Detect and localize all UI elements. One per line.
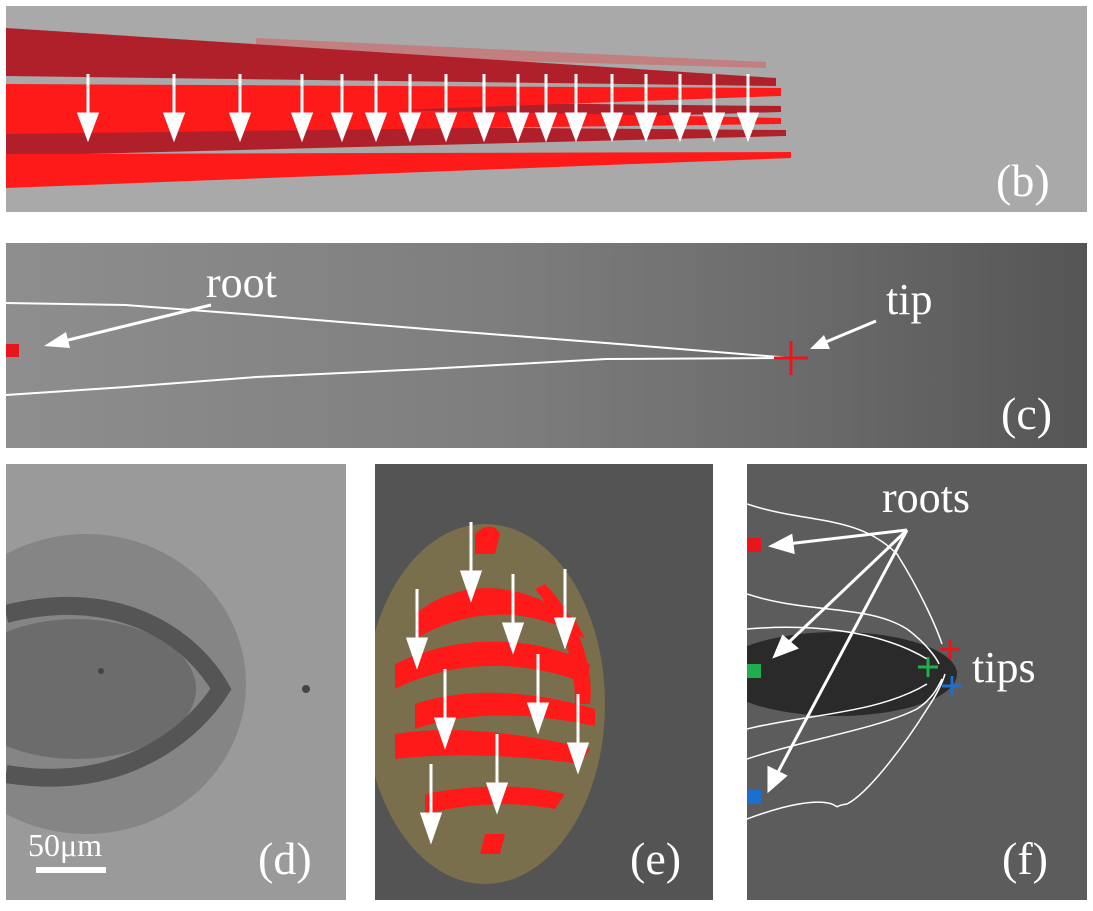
tip-arrowhead [810,335,830,349]
arrow [330,74,354,143]
root-marker-green [747,664,761,678]
arrow [634,74,658,143]
crack-outline-bottom [6,357,792,396]
panel-b: (b) [6,6,1087,212]
roots-label: roots [882,473,970,522]
arrow [485,734,509,815]
speck [302,685,310,693]
scale-bar [36,867,106,873]
roots-arrows [767,528,909,794]
panel-c-figure [6,302,877,396]
indent-core [6,619,196,759]
panel-c: root tip (c) [6,243,1087,448]
panel-label-b: (b) [996,155,1050,206]
arrow [76,74,100,143]
root-arrow [55,303,212,345]
arrow [668,74,692,143]
arrows [76,74,760,143]
arrow [398,74,422,143]
arrow [526,654,550,735]
arrow [736,74,760,143]
arrows [405,522,590,845]
tips-label: tips [972,643,1036,692]
panel-d-figure [6,534,310,873]
root-marker [6,344,19,357]
red-streak [6,152,791,188]
root-arrowhead [44,332,70,348]
panel-e-figure [375,522,605,884]
indent-edge [6,596,232,787]
arrow [228,74,252,143]
arrow [564,74,588,143]
arrow [600,74,624,143]
panel-label-c: (c) [1001,388,1053,439]
panel-label-d: (d) [258,833,312,884]
tip-label: tip [886,275,933,324]
dark-red-streak [6,28,776,86]
panel-label-f: (f) [1002,833,1048,884]
arrow [405,589,429,670]
arrow [290,74,314,143]
arrow [553,569,577,650]
panel-d: 50μm (d) [6,464,346,900]
arrow [459,522,483,603]
panel-b-figure [6,28,791,188]
root-label: root [206,258,277,307]
arrow [433,669,457,750]
panel-e: (e) [375,464,713,900]
arrow [419,764,443,845]
tip-markers [918,639,962,696]
crack-outlines [747,503,946,820]
tip-arrow [820,319,877,346]
arrow [364,74,388,143]
arrow [534,74,558,143]
panel-f: roots tips (f) [747,464,1087,900]
panel-f-figure [747,503,962,820]
arrow [566,694,590,775]
root-marker-blue [747,790,761,804]
speck [98,668,104,674]
faded-streak [256,38,766,68]
root-marker-red [747,538,761,552]
arrow [472,74,496,143]
arrow [162,74,186,143]
arrow [434,74,458,143]
panel-label-e: (e) [630,833,682,884]
scale-bar-label: 50μm [28,827,103,863]
arrow [506,74,530,143]
red-streak [6,102,781,134]
crack-outline-top [6,302,792,359]
arrow [501,574,525,655]
dark-red-streak [6,124,786,156]
arrow [702,74,726,143]
